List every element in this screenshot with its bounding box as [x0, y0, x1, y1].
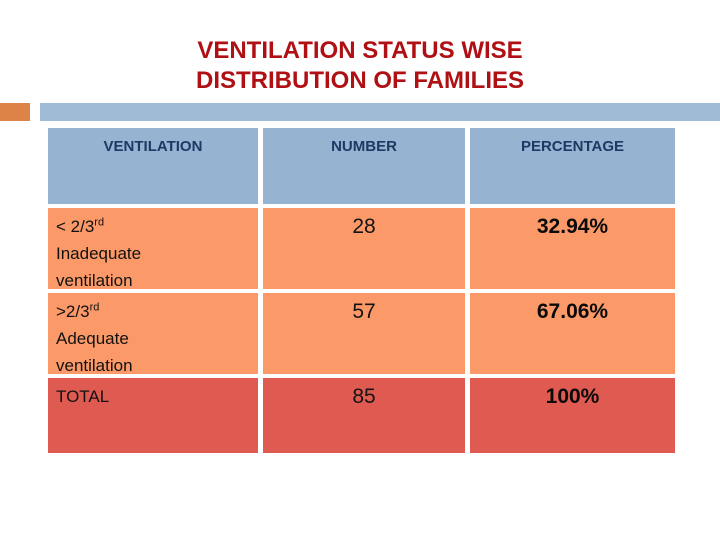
table-total-number: 85	[263, 378, 465, 453]
label-line-2: Adequate	[56, 329, 129, 348]
slide-title-line1: VENTILATION STATUS WISE	[197, 37, 523, 64]
label-line-fraction: < 2/3rd	[56, 216, 105, 236]
table-cell-number: 57	[263, 293, 465, 374]
decoration-blue-bar	[40, 103, 720, 121]
label-line-fraction: >2/3rd	[56, 301, 100, 321]
slide-title: VENTILATION STATUS WISE DISTRIBUTION OF …	[0, 36, 720, 96]
decoration-orange-block	[0, 103, 30, 121]
slide-title-line2: DISTRIBUTION OF FAMILIES	[196, 67, 524, 94]
label-line-3: ventilation	[56, 271, 133, 290]
table-total-percentage: 100%	[470, 378, 675, 453]
superscript-ordinal: rd	[94, 216, 105, 229]
table-row-label: >2/3rd Adequate ventilation	[48, 293, 258, 375]
column-header-ventilation: VENTILATION	[48, 128, 258, 204]
ventilation-table: VENTILATION NUMBER PERCENTAGE < 2/3rd In…	[48, 128, 675, 453]
table-cell-percentage: 67.06%	[470, 293, 675, 374]
table-cell-percentage: 32.94%	[470, 208, 675, 289]
table-row-label: < 2/3rd Inadequate ventilation	[48, 208, 258, 290]
column-header-number: NUMBER	[263, 128, 465, 204]
table-cell-number: 28	[263, 208, 465, 289]
label-line-3: ventilation	[56, 356, 133, 375]
label-line-2: Inadequate	[56, 244, 142, 263]
table-total-label: TOTAL	[48, 378, 258, 453]
column-header-percentage: PERCENTAGE	[470, 128, 675, 204]
superscript-ordinal: rd	[89, 301, 100, 314]
